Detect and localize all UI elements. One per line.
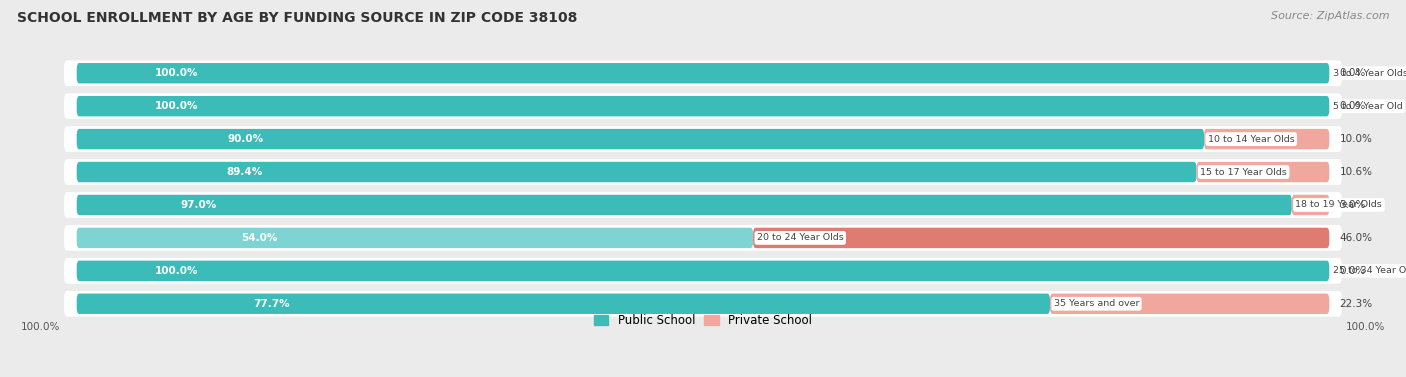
Text: Source: ZipAtlas.com: Source: ZipAtlas.com bbox=[1271, 11, 1389, 21]
FancyBboxPatch shape bbox=[1292, 195, 1329, 215]
Text: 0.0%: 0.0% bbox=[1340, 266, 1365, 276]
Text: 0.0%: 0.0% bbox=[1340, 68, 1365, 78]
FancyBboxPatch shape bbox=[77, 261, 1329, 281]
Text: 90.0%: 90.0% bbox=[228, 134, 264, 144]
Text: 54.0%: 54.0% bbox=[242, 233, 277, 243]
FancyBboxPatch shape bbox=[77, 162, 1197, 182]
FancyBboxPatch shape bbox=[754, 228, 1329, 248]
FancyBboxPatch shape bbox=[65, 60, 1341, 86]
Text: 100.0%: 100.0% bbox=[155, 101, 198, 111]
Text: 100.0%: 100.0% bbox=[1347, 322, 1386, 333]
Text: 89.4%: 89.4% bbox=[226, 167, 263, 177]
Text: 18 to 19 Year Olds: 18 to 19 Year Olds bbox=[1295, 201, 1382, 210]
FancyBboxPatch shape bbox=[1197, 162, 1329, 182]
Text: 0.0%: 0.0% bbox=[1340, 101, 1365, 111]
FancyBboxPatch shape bbox=[65, 192, 1341, 218]
FancyBboxPatch shape bbox=[65, 159, 1341, 185]
Text: 46.0%: 46.0% bbox=[1340, 233, 1372, 243]
FancyBboxPatch shape bbox=[65, 225, 1341, 251]
FancyBboxPatch shape bbox=[65, 93, 1341, 119]
FancyBboxPatch shape bbox=[77, 195, 1292, 215]
FancyBboxPatch shape bbox=[77, 129, 1204, 149]
FancyBboxPatch shape bbox=[65, 258, 1341, 284]
Text: 3 to 4 Year Olds: 3 to 4 Year Olds bbox=[1333, 69, 1406, 78]
Text: 15 to 17 Year Olds: 15 to 17 Year Olds bbox=[1201, 167, 1286, 176]
Text: 100.0%: 100.0% bbox=[20, 322, 59, 333]
Text: 20 to 24 Year Olds: 20 to 24 Year Olds bbox=[756, 233, 844, 242]
FancyBboxPatch shape bbox=[77, 96, 1329, 116]
Text: SCHOOL ENROLLMENT BY AGE BY FUNDING SOURCE IN ZIP CODE 38108: SCHOOL ENROLLMENT BY AGE BY FUNDING SOUR… bbox=[17, 11, 578, 25]
FancyBboxPatch shape bbox=[65, 291, 1341, 317]
Text: 3.0%: 3.0% bbox=[1340, 200, 1365, 210]
FancyBboxPatch shape bbox=[65, 126, 1341, 152]
Text: 100.0%: 100.0% bbox=[155, 266, 198, 276]
Text: 25 to 34 Year Olds: 25 to 34 Year Olds bbox=[1333, 266, 1406, 275]
Text: 10 to 14 Year Olds: 10 to 14 Year Olds bbox=[1208, 135, 1295, 144]
FancyBboxPatch shape bbox=[1204, 129, 1329, 149]
Text: 77.7%: 77.7% bbox=[253, 299, 290, 309]
Text: 100.0%: 100.0% bbox=[155, 68, 198, 78]
Text: 5 to 9 Year Old: 5 to 9 Year Old bbox=[1333, 102, 1403, 111]
Text: 97.0%: 97.0% bbox=[180, 200, 217, 210]
Text: 10.6%: 10.6% bbox=[1340, 167, 1372, 177]
Legend: Public School, Private School: Public School, Private School bbox=[589, 309, 817, 332]
FancyBboxPatch shape bbox=[77, 294, 1050, 314]
FancyBboxPatch shape bbox=[1050, 294, 1329, 314]
FancyBboxPatch shape bbox=[77, 228, 754, 248]
Text: 35 Years and over: 35 Years and over bbox=[1053, 299, 1139, 308]
Text: 10.0%: 10.0% bbox=[1340, 134, 1372, 144]
Text: 22.3%: 22.3% bbox=[1340, 299, 1372, 309]
FancyBboxPatch shape bbox=[77, 63, 1329, 83]
